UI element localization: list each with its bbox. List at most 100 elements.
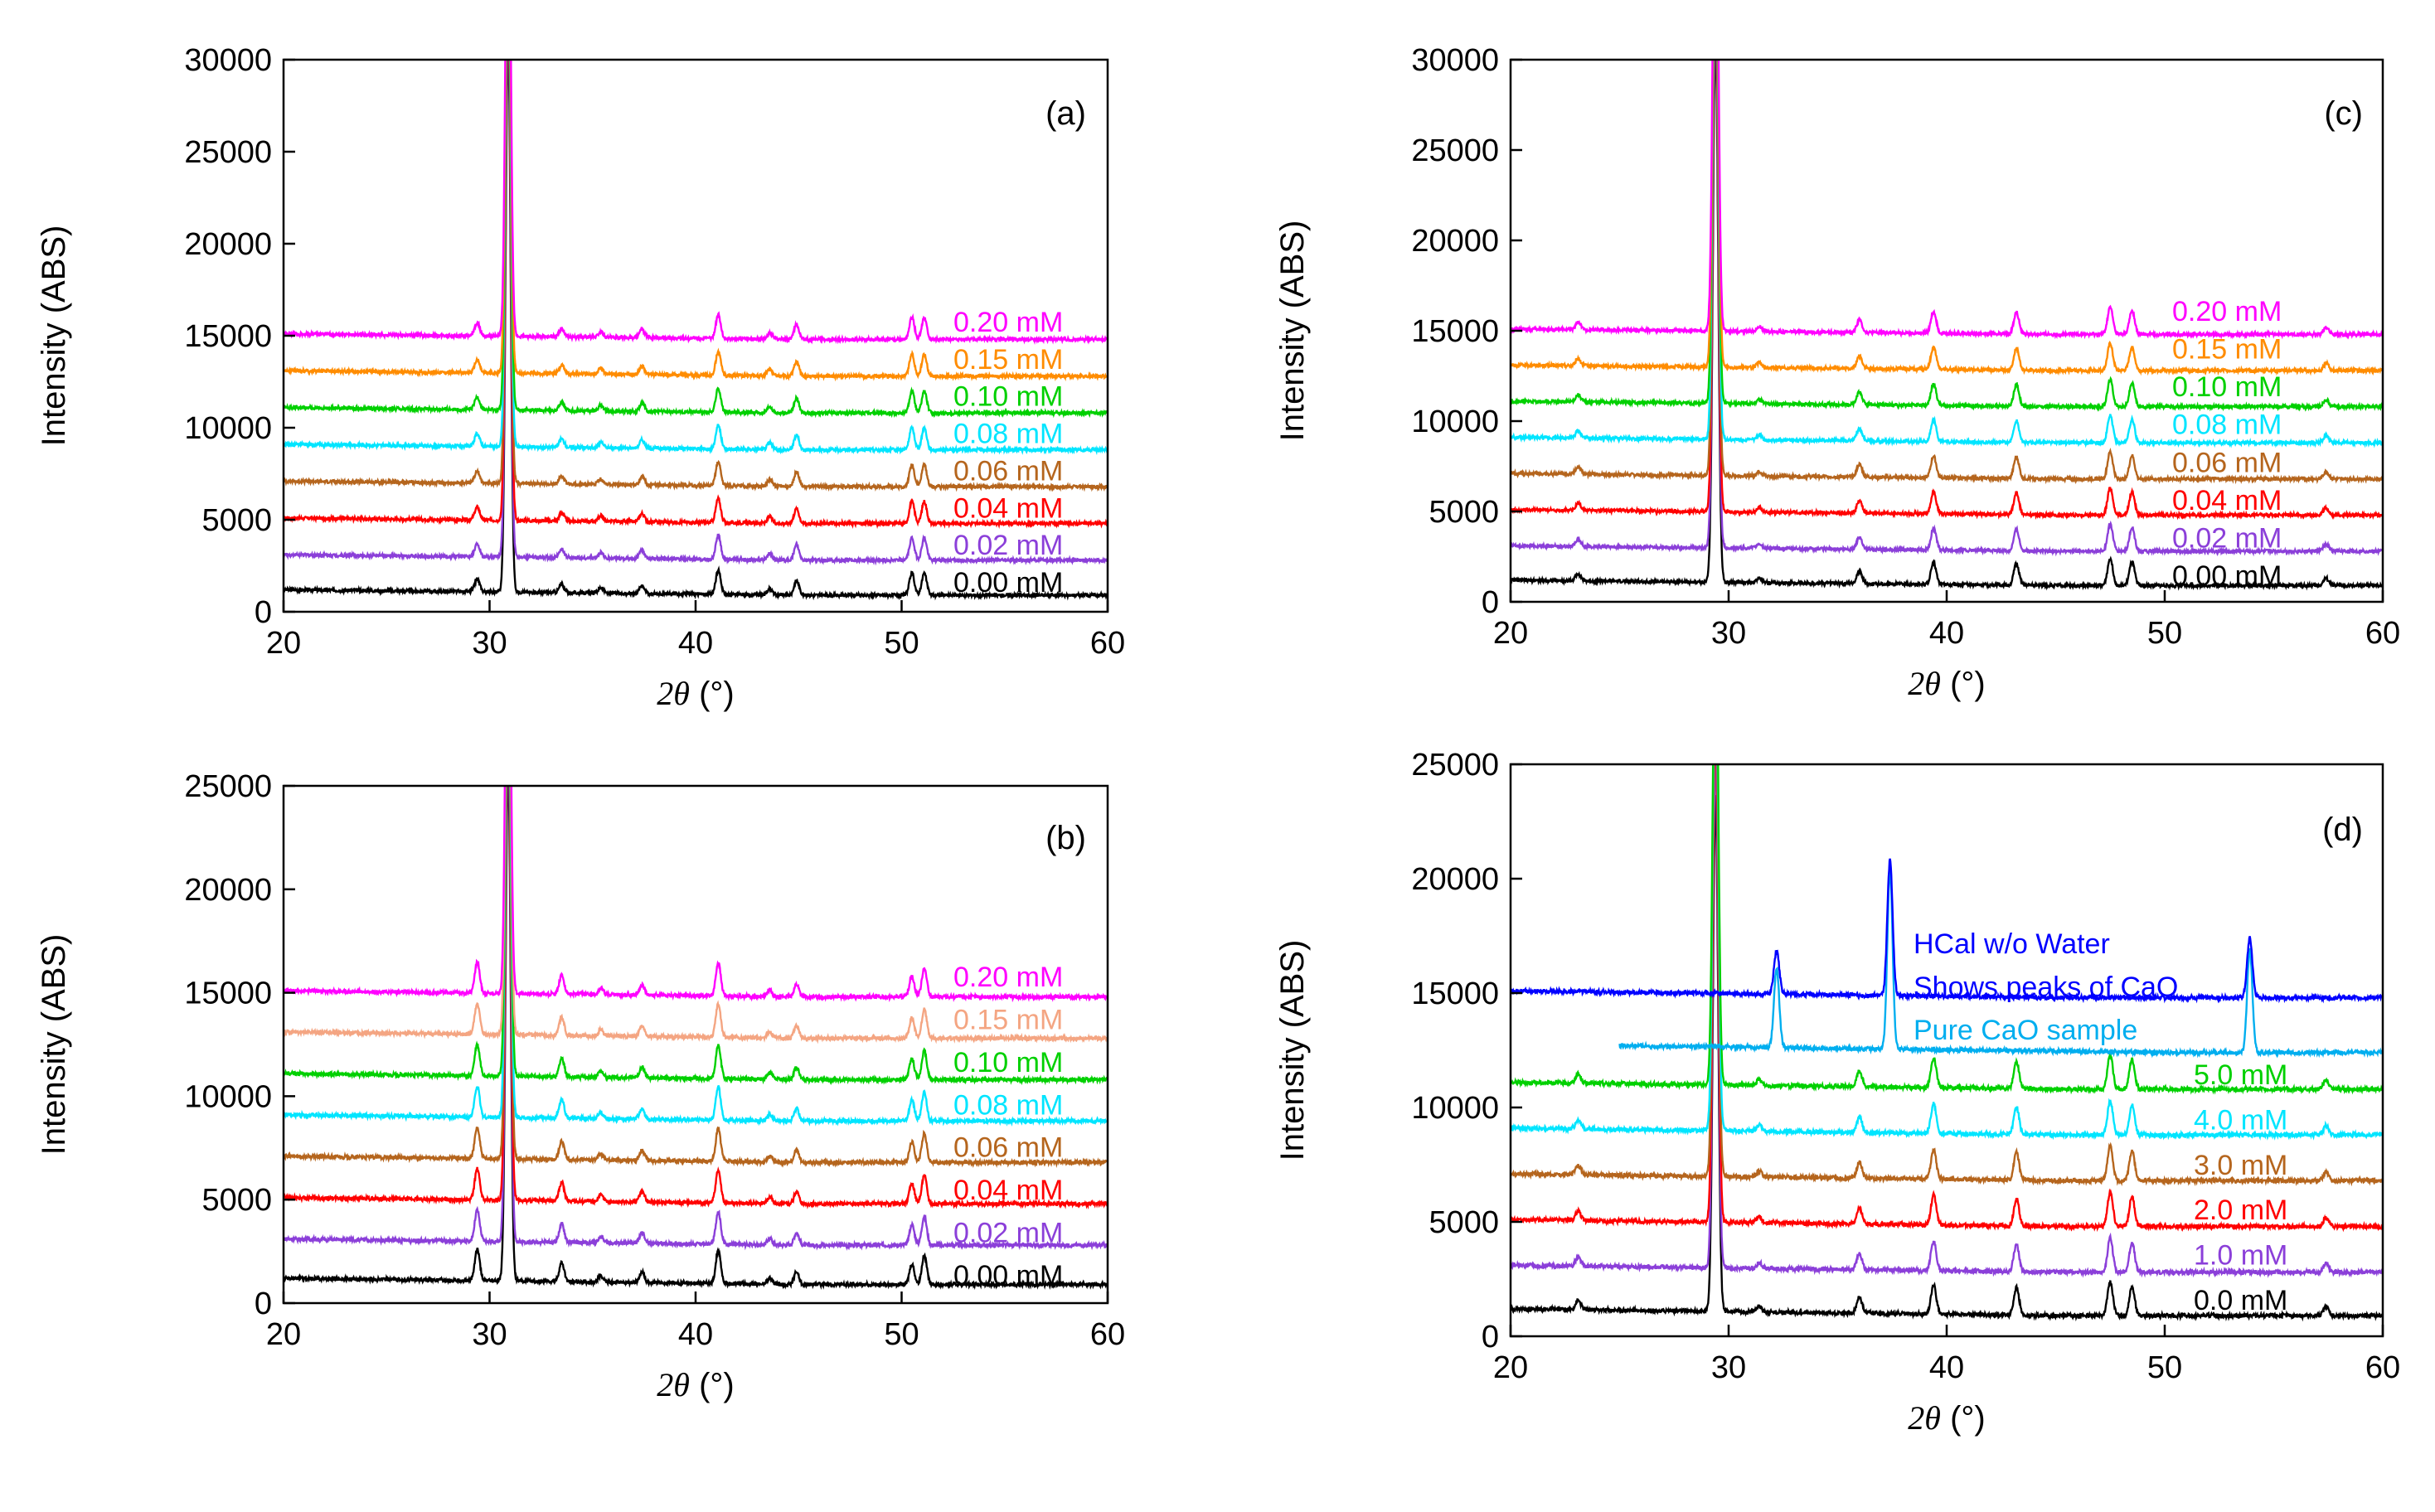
legend-label: 0.20 mM	[953, 307, 1063, 338]
series-line-2-0-mm	[1511, 764, 2383, 1233]
y-tick-label: 10000	[1411, 405, 1499, 439]
legend-label: 0.06 mM	[953, 455, 1063, 487]
series-line-3-0-mm	[1511, 764, 2383, 1187]
series-line-0-04-mm	[284, 786, 1108, 1210]
legend-label: 2.0 mM	[2194, 1195, 2287, 1226]
legend-label: 0.20 mM	[953, 962, 1063, 993]
y-tick-label: 20000	[184, 227, 272, 262]
legend-label: 1.0 mM	[2194, 1240, 2287, 1272]
annotation-hcal: HCal w/o Water	[1914, 928, 2110, 960]
y-tick-label: 15000	[184, 319, 272, 354]
x-tick-label: 50	[884, 1317, 919, 1352]
x-tick-label: 50	[2147, 1350, 2182, 1385]
legend-label: 0.06 mM	[2172, 447, 2282, 478]
y-tick-label: 5000	[1429, 495, 1499, 530]
legend-label: 0.15 mM	[2172, 334, 2282, 366]
series-line-0-20-mm	[284, 60, 1108, 346]
y-tick-label: 25000	[184, 769, 272, 804]
x-axis-unit: (°)	[1941, 1400, 1986, 1437]
legend-label: 0.06 mM	[953, 1132, 1063, 1164]
series-line-0-02-mm	[1511, 60, 2383, 557]
legend-label: 0.02 mM	[953, 1218, 1063, 1249]
y-tick-label: 10000	[184, 1079, 272, 1114]
series-line-0-20-mm	[1511, 60, 2383, 340]
y-tick-label: 30000	[184, 43, 272, 78]
y-axis-label: Intensity (ABS)	[1274, 940, 1311, 1161]
y-tick-label: 20000	[184, 873, 272, 908]
plot-area	[284, 786, 1108, 1291]
legend-label: 0.00 mM	[953, 1260, 1063, 1292]
series-line-5-0-mm	[1511, 764, 2383, 1095]
x-tick-label: 30	[1711, 1350, 1746, 1385]
y-axis-label: Intensity (ABS)	[1274, 220, 1311, 442]
x-tick-label: 40	[1929, 1350, 1964, 1385]
x-tick-label: 60	[2365, 1350, 2400, 1385]
series-line-hcal-w-o-water	[1511, 858, 2383, 1004]
x-axis-symbol: 2θ	[1908, 665, 1941, 702]
legend-label: 0.02 mM	[953, 530, 1063, 561]
legend-label: 0.10 mM	[953, 1047, 1063, 1078]
y-tick-label: 10000	[1411, 1091, 1499, 1126]
series-line-pure-cao-sample	[1618, 869, 2383, 1059]
series-line-0-10-mm	[284, 786, 1108, 1086]
x-tick-label: 40	[678, 626, 713, 661]
y-tick-label: 5000	[1429, 1205, 1499, 1240]
series-line-0-02-mm	[284, 786, 1108, 1251]
y-tick-label: 20000	[1411, 862, 1499, 897]
series-line-0-0-mm	[1511, 794, 2383, 1322]
x-tick-label: 30	[472, 626, 507, 661]
y-tick-label: 15000	[184, 976, 272, 1011]
series-line-0-00-mm	[284, 786, 1108, 1291]
y-axis-label: Intensity (ABS)	[36, 225, 72, 447]
x-tick-label: 20	[266, 1317, 301, 1352]
series-line-0-04-mm	[1511, 60, 2383, 521]
legend-label: 0.08 mM	[953, 419, 1063, 450]
chart-panel-1: 20 30 40 50 60 0 5000 10000 15000 20000 25000 30000…	[36, 43, 1125, 712]
x-axis-unit: (°)	[690, 1367, 735, 1403]
series-line-0-20-mm	[284, 786, 1108, 1003]
x-axis-unit: (°)	[690, 676, 735, 712]
y-tick-label: 25000	[1411, 133, 1499, 168]
y-tick-label: 5000	[201, 503, 272, 538]
x-tick-label: 30	[472, 1317, 507, 1352]
chart-panel-4: 20 30 40 50 60 0 5000 10000 15000 20000 25000 2θ (°…	[1274, 748, 2400, 1437]
panel-label: (b)	[1045, 820, 1086, 856]
series-line-0-02-mm	[284, 60, 1108, 566]
legend-label: 4.0 mM	[2194, 1104, 2287, 1136]
series-line-0-15-mm	[284, 60, 1108, 382]
x-axis-label: 2θ (°)	[1908, 1399, 1985, 1437]
y-tick-label: 0	[255, 595, 272, 630]
legend-label: 0.00 mM	[953, 567, 1063, 598]
chart-panel-2: 20 30 40 50 60 0 5000 10000 15000 20000 25000 2θ (°…	[36, 769, 1125, 1403]
series-line-1-0-mm	[1511, 764, 2383, 1278]
x-tick-label: 40	[1929, 616, 1964, 651]
x-tick-label: 40	[678, 1317, 713, 1352]
y-tick-label: 0	[1482, 1320, 1499, 1354]
x-axis-label: 2θ (°)	[657, 1366, 734, 1403]
legend-label: 0.15 mM	[953, 1004, 1063, 1035]
x-axis-label: 2θ (°)	[1908, 665, 1985, 702]
y-tick-label: 5000	[201, 1183, 272, 1218]
y-tick-label: 15000	[1411, 976, 1499, 1011]
legend-label: 3.0 mM	[2194, 1150, 2287, 1181]
x-axis-symbol: 2θ	[657, 1366, 690, 1403]
series-line-0-08-mm	[1511, 60, 2383, 448]
plot-area	[1511, 764, 2383, 1322]
series-line-0-00-mm	[284, 60, 1108, 601]
chart-panel-3: 20 30 40 50 60 0 5000 10000 15000 20000 25000 30000…	[1274, 43, 2400, 702]
series-line-0-06-mm	[284, 60, 1108, 492]
y-tick-label: 25000	[1411, 748, 1499, 783]
legend-label: 0.00 mM	[2172, 560, 2282, 592]
x-tick-label: 60	[1090, 626, 1125, 661]
x-axis-label: 2θ (°)	[657, 675, 734, 712]
y-tick-label: 10000	[184, 411, 272, 446]
series-line-0-00-mm	[1511, 60, 2383, 591]
series-line-0-04-mm	[284, 60, 1108, 530]
legend-label: 0.04 mM	[2172, 485, 2282, 516]
panel-label: (a)	[1045, 95, 1086, 132]
legend-label: 0.15 mM	[953, 344, 1063, 376]
legend-label: 0.08 mM	[2172, 410, 2282, 441]
series-line-0-06-mm	[1511, 60, 2383, 485]
annotation-pure-cao: Pure CaO sample	[1914, 1015, 2137, 1046]
